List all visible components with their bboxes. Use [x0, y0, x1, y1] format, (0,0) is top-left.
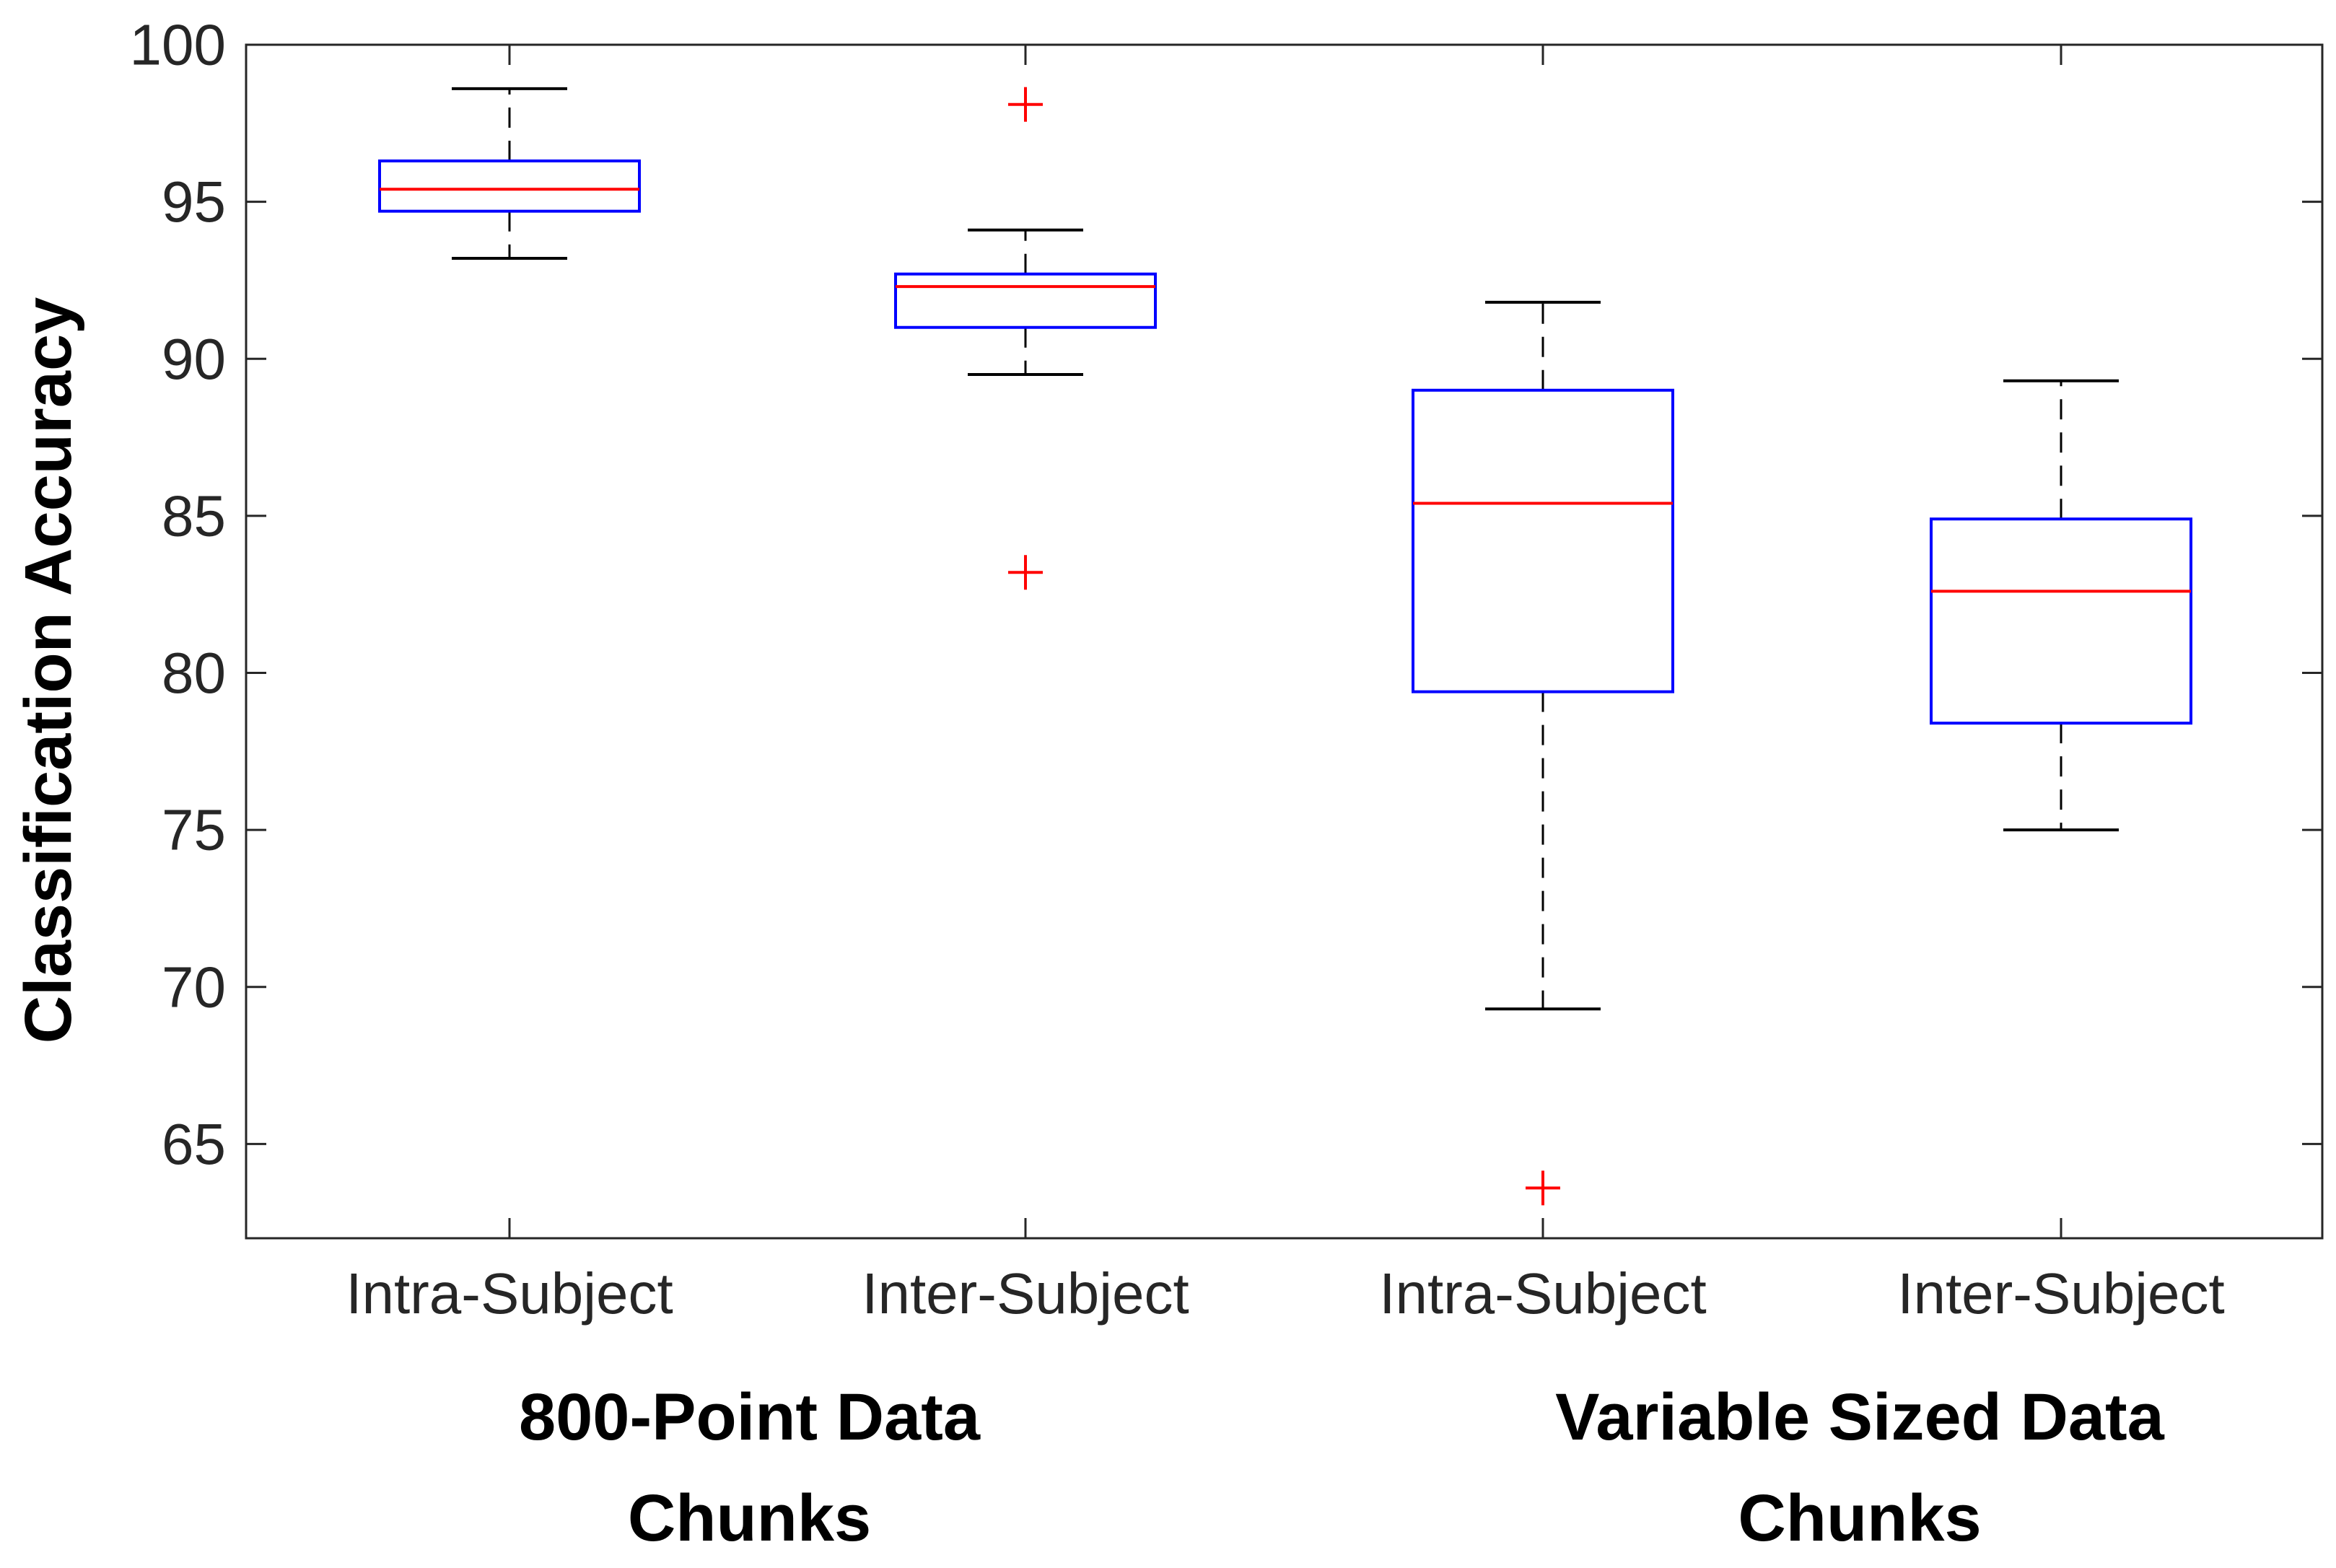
group-label-line: Chunks [628, 1481, 871, 1555]
labels: 65 70 75 80 85 90 95 100 Intra-Subject Inter-Subj… [12, 13, 2225, 1556]
group-label-line: Chunks [1738, 1481, 1981, 1555]
y-tick-label: 70 [162, 955, 226, 1019]
x-category-label: Intra-Subject [1379, 1261, 1707, 1326]
y-tick-label: 100 [130, 13, 226, 77]
outlier-marker [1526, 1170, 1560, 1206]
y-tick-label: 95 [162, 170, 226, 234]
axes [245, 43, 2324, 1240]
y-tick-label: 75 [162, 798, 226, 862]
iqr-box [378, 159, 641, 213]
plot-frame [245, 43, 2324, 1240]
box-4 [1930, 379, 2192, 832]
y-tick-label: 85 [162, 483, 226, 548]
iqr-box [894, 272, 1157, 329]
group-label-line: Variable Sized Data [1555, 1380, 2165, 1454]
iqr-box [1412, 388, 1674, 693]
box-3 [1412, 300, 1674, 1206]
box-1 [378, 87, 641, 260]
y-tick-label: 80 [162, 641, 226, 705]
y-tick-label: 65 [162, 1112, 226, 1176]
group-label-line: 800-Point Data [519, 1380, 981, 1454]
x-category-label: Inter-Subject [1897, 1261, 2225, 1326]
box-2 [894, 87, 1157, 590]
x-category-label: Intra-Subject [346, 1261, 673, 1326]
plot-area [378, 87, 2192, 1206]
y-axis-title: Classification Accuracy [12, 297, 85, 1044]
outlier-marker [1008, 555, 1043, 590]
outlier-marker [1008, 87, 1043, 122]
y-tick-label: 90 [162, 327, 226, 391]
x-category-label: Inter-Subject [862, 1261, 1189, 1326]
iqr-box [1930, 517, 2192, 725]
